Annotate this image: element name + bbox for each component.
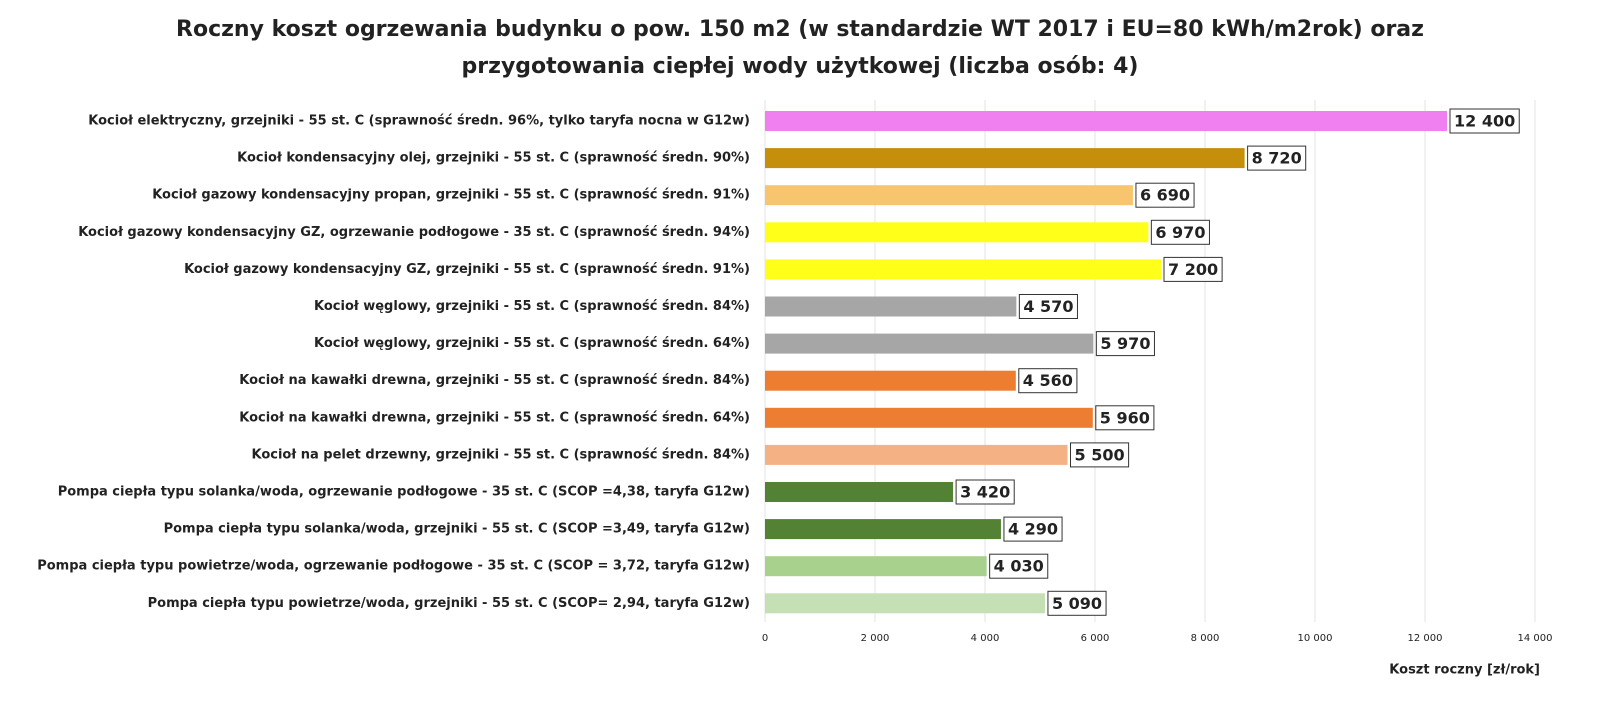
x-tick-label: 8 000 (1191, 633, 1220, 644)
value-label: 3 420 (960, 483, 1010, 502)
value-label-box (1018, 368, 1078, 394)
y-tick-label: Pompa ciepła typu powietrze/woda, grzejn… (148, 596, 750, 611)
bar (765, 519, 1001, 540)
value-label-box (989, 553, 1049, 579)
bar (765, 482, 954, 502)
y-tick-label: Pompa ciepła typu solanka/woda, grzejnik… (164, 522, 750, 537)
value-label: 8 720 (1252, 149, 1302, 168)
value-label-box (1135, 182, 1195, 208)
x-tick-label: 10 000 (1298, 633, 1333, 644)
bar (765, 185, 1133, 206)
bar (765, 444, 1068, 465)
value-label-box (1047, 590, 1107, 616)
bar (765, 407, 1093, 428)
y-tick-label: Kocioł elektryczny, grzejniki - 55 st. C… (88, 114, 750, 129)
value-label-box (1095, 405, 1155, 431)
value-label-box (1247, 145, 1307, 171)
x-tick-label: 4 000 (971, 633, 1000, 644)
y-tick-label: Pompa ciepła typu powietrze/woda, ogrzew… (37, 559, 750, 574)
value-label: 12 400 (1454, 112, 1515, 131)
bar (765, 222, 1149, 243)
value-label-box (1449, 108, 1520, 134)
bar (765, 259, 1161, 280)
y-tick-label: Kocioł gazowy kondensacyjny propan, grze… (152, 188, 750, 203)
chart-title: Roczny koszt ogrzewania budynku o pow. 1… (176, 17, 1424, 42)
value-label-box (1095, 331, 1155, 357)
bar (765, 333, 1094, 354)
y-tick-label: Kocioł na kawałki drewna, grzejniki - 55… (239, 410, 750, 425)
value-label-box (1163, 256, 1223, 282)
value-label: 5 970 (1100, 334, 1150, 353)
x-tick-label: 12 000 (1408, 633, 1443, 644)
bar (765, 593, 1045, 614)
value-label-box (1003, 516, 1063, 542)
x-tick-label: 2 000 (861, 633, 890, 644)
x-tick-label: 6 000 (1081, 633, 1110, 644)
bar (765, 370, 1016, 391)
value-label-box (1150, 219, 1210, 245)
value-label-box (955, 479, 1015, 505)
y-tick-label: Kocioł na pelet drzewny, grzejniki - 55 … (251, 447, 750, 462)
y-tick-label: Pompa ciepła typu solanka/woda, ogrzewan… (58, 485, 750, 500)
value-label: 4 290 (1008, 520, 1058, 539)
value-label: 4 030 (994, 557, 1044, 576)
bar (765, 296, 1017, 317)
value-label: 7 200 (1168, 260, 1218, 279)
chart-title: przygotowania ciepłej wody użytkowej (li… (462, 54, 1139, 79)
y-tick-label: Kocioł kondensacyjny olej, grzejniki - 5… (237, 151, 750, 166)
bar (765, 111, 1447, 131)
value-label-box (1018, 294, 1078, 319)
value-label: 5 500 (1075, 445, 1125, 464)
bar (765, 556, 987, 577)
y-tick-label: Kocioł gazowy kondensacyjny GZ, ogrzewan… (78, 225, 750, 240)
value-label: 4 560 (1023, 371, 1073, 390)
value-label: 6 690 (1140, 186, 1190, 205)
value-label: 5 960 (1100, 408, 1150, 427)
value-label: 4 570 (1023, 297, 1073, 316)
bar (765, 148, 1245, 169)
value-label: 5 090 (1052, 594, 1102, 613)
y-tick-label: Kocioł węglowy, grzejniki - 55 st. C (sp… (314, 299, 750, 314)
x-axis-label: Koszt roczny [zł/rok] (1389, 663, 1540, 678)
value-label-box (1070, 442, 1130, 468)
x-tick-label: 0 (762, 633, 768, 644)
y-tick-label: Kocioł gazowy kondensacyjny GZ, grzejnik… (184, 262, 750, 277)
value-label: 6 970 (1155, 223, 1205, 242)
y-tick-label: Kocioł na kawałki drewna, grzejniki - 55… (239, 373, 750, 388)
y-tick-label: Kocioł węglowy, grzejniki - 55 st. C (sp… (314, 336, 750, 351)
x-tick-label: 14 000 (1518, 633, 1553, 644)
